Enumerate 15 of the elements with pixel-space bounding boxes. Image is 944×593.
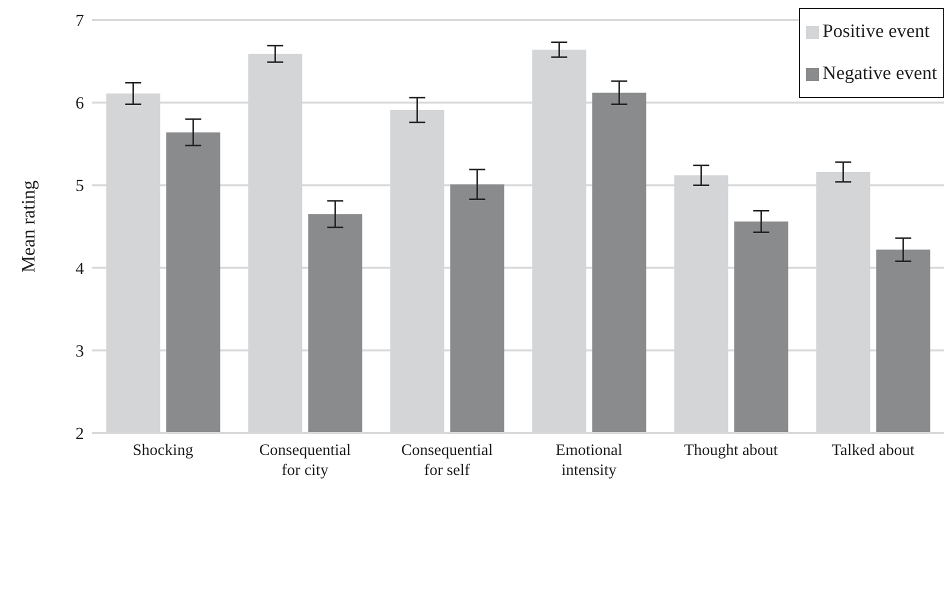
legend-label: Positive event <box>822 21 930 43</box>
x-tick-label: Consequential for city <box>259 442 352 479</box>
y-axis-title: Mean rating <box>18 180 40 273</box>
x-tick-label: Emotional intensity <box>556 442 623 479</box>
x-tick-label: Thought about <box>684 442 778 459</box>
x-tick-label: Consequential for self <box>401 442 494 479</box>
y-tick-label: 7 <box>76 11 84 30</box>
y-tick-label: 5 <box>76 176 84 196</box>
legend-label: Negative event <box>822 63 937 85</box>
y-tick-label: 6 <box>76 94 84 113</box>
x-tick-label: Shocking <box>132 442 194 459</box>
y-tick-label: 4 <box>76 258 84 278</box>
y-tick-label: 2 <box>76 424 84 444</box>
y-tick-label: 3 <box>76 341 84 360</box>
x-tick-label: Talked about <box>832 442 915 459</box>
